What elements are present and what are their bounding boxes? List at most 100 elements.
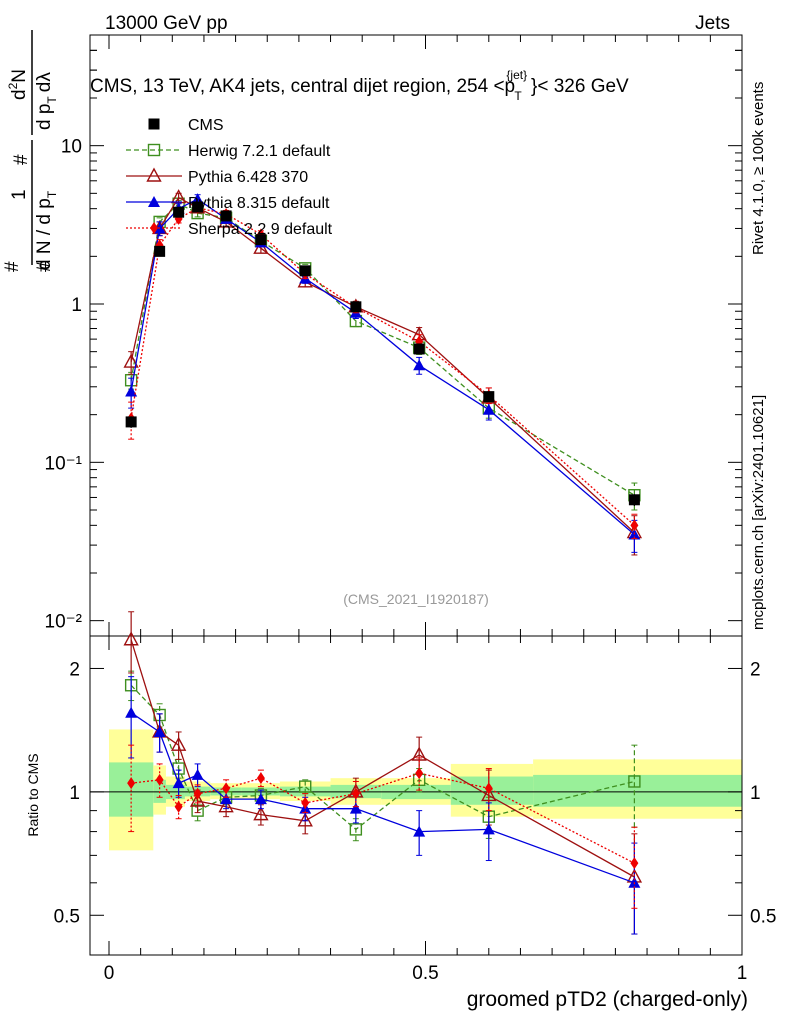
ylabel-dpt-dlambda: d pTdλ (34, 72, 59, 130)
main-point-data (173, 206, 185, 218)
main-title-tail: }< 326 GeV (531, 76, 629, 97)
ratio-point-herwig (628, 775, 641, 788)
ratio-frame (89, 635, 743, 956)
ratio-ytick-label-right: 1 (750, 783, 761, 804)
main-panel: 10⁻² 10⁻¹ 1 10 (45, 34, 743, 637)
ratio-point-pythia6 (123, 631, 139, 646)
category-label: Jets (695, 13, 730, 34)
ylabel-numerator-hash: # (2, 261, 23, 272)
ratio-point-pythia6 (411, 746, 427, 761)
ratio-point-pythia6 (170, 736, 187, 751)
legend-label-data: CMS (188, 117, 224, 134)
legend-marker-herwig (147, 143, 161, 157)
ratio-point-pythia6 (481, 786, 497, 802)
ratio-line-pythia6 (130, 639, 635, 878)
ylabel-one: 1 (9, 189, 30, 200)
ratio-point-pythia6 (218, 798, 234, 813)
ratio-point-sherpa (174, 800, 183, 813)
main-point-data (350, 301, 362, 313)
uncertainty-band-inner (533, 774, 742, 807)
ratio-point-pythia8 (413, 825, 426, 837)
ratio-ytick-label-right: 2 (750, 659, 761, 680)
legend-marker-sherpa (150, 222, 158, 234)
main-point-data (628, 494, 640, 506)
ylabel-d2n: d2N (6, 69, 30, 100)
main-title-sup: {jet} (506, 68, 527, 82)
legend-label-herwig: Herwig 7.2.1 default (188, 143, 331, 160)
main-point-sherpa (630, 519, 639, 532)
ratio-point-sherpa (222, 782, 231, 795)
main-point-pythia6 (123, 353, 139, 368)
ratio-xtick-label: 0.5 (412, 963, 438, 984)
ratio-ytick-label: 0.5 (54, 906, 80, 927)
main-point-pythia8 (413, 359, 426, 371)
ratio-point-sherpa (127, 777, 136, 790)
legend-marker-pythia8 (148, 196, 160, 207)
main-title-sub: T (514, 89, 522, 103)
xlabel: groomed pTD2 (charged-only) (467, 988, 748, 1011)
ratio-panel: 0 0.5 1 0.5 0.5 1 1 2 2 (54, 611, 776, 984)
ratio-point-pythia8 (153, 725, 166, 737)
main-point-pythia8 (482, 403, 495, 415)
ratio-ytick-label: 2 (69, 659, 80, 680)
ratio-point-sherpa (301, 796, 310, 809)
legend-label-pythia6: Pythia 6.428 370 (188, 169, 308, 186)
ratio-point-herwig (349, 823, 363, 836)
ratio-ylabel: Ratio to CMS (25, 753, 41, 836)
ratio-point-sherpa (193, 787, 202, 800)
ratio-point-pythia6 (189, 792, 206, 807)
ratio-point-pythia6 (297, 812, 313, 827)
main-title-text: CMS, 13 TeV, AK4 jets, central dijet reg… (90, 76, 515, 97)
main-line-sherpa (130, 207, 635, 526)
main-line-herwig (130, 202, 635, 496)
main-point-data (413, 343, 425, 355)
legend-marker-data (148, 118, 160, 130)
ratio-point-sherpa (155, 773, 164, 786)
main-point-data (220, 210, 232, 222)
ratio-point-sherpa (415, 767, 424, 780)
ratio-point-pythia8 (220, 793, 233, 805)
ratio-point-sherpa (256, 772, 265, 785)
mcplots-side-label: mcplots.cern.ch [arXiv:2401.10621] (750, 395, 767, 630)
ratio-point-pythia8 (191, 768, 204, 780)
ratio-point-sherpa (484, 782, 493, 795)
ratio-point-sherpa (630, 857, 639, 870)
ylabel-hash-bottom: # (34, 261, 55, 272)
main-point-data (299, 265, 311, 277)
main-ylabel: # 1 d N / d pT # d2N d pTdλ # (2, 30, 59, 272)
main-point-data (154, 245, 166, 257)
ratio-point-pythia8 (125, 706, 138, 718)
ratio-point-pythia8 (482, 823, 495, 835)
main-line-pythia6 (130, 196, 635, 534)
legend-label-pythia8: Pythia 8.315 default (188, 195, 330, 212)
main-point-data (483, 391, 495, 403)
legend-label-sherpa: Sherpa 2.2.9 default (188, 221, 333, 238)
legend: CMS Herwig 7.2.1 default Pythia 6.428 370 P… (126, 117, 333, 238)
main-point-pythia8 (191, 193, 204, 205)
main-ytick-label: 1 (71, 295, 82, 316)
ratio-ytick-label-right: 0.5 (750, 906, 776, 927)
energy-label: 13000 GeV pp (105, 13, 228, 34)
main-title: CMS, 13 TeV, AK4 jets, central dijet reg… (90, 63, 629, 105)
ratio-point-pythia6 (253, 806, 269, 821)
ratio-point-pythia8 (254, 793, 267, 805)
main-ytick-label: 10⁻² (45, 612, 83, 633)
ratio-point-sherpa (351, 787, 360, 800)
ratio-xtick-label: 1 (737, 963, 748, 984)
main-point-data (255, 234, 267, 246)
main-ytick-label: 10⁻¹ (45, 453, 83, 474)
ratio-point-pythia8 (349, 802, 362, 814)
main-point-pythia8 (125, 385, 138, 397)
ratio-ytick-label: 1 (69, 783, 80, 804)
legend-marker-pythia6 (146, 167, 162, 182)
ratio-point-herwig (299, 780, 312, 793)
analysis-id: (CMS_2021_I1920187) (343, 591, 489, 607)
main-point-data (125, 416, 137, 428)
main-point-data (192, 201, 204, 213)
main-line-pythia8 (130, 198, 635, 535)
ratio-xtick-label: 0 (104, 963, 115, 984)
ylabel-hash-top: # (11, 154, 32, 165)
ylabel-denominator: d N / d pT (34, 190, 59, 270)
ratio-point-pythia8 (172, 777, 185, 789)
